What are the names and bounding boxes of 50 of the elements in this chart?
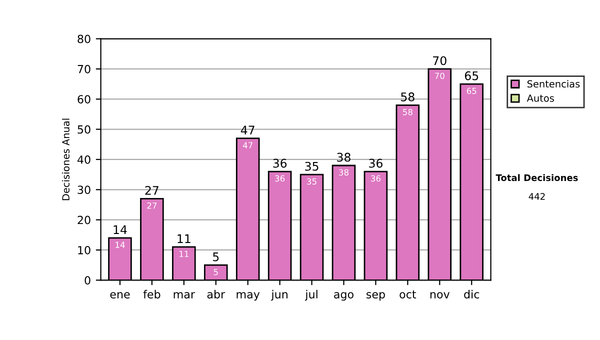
x-tick-label: ene bbox=[110, 292, 130, 298]
total-label: 14 bbox=[114, 225, 127, 234]
data-label: 38 bbox=[339, 169, 348, 176]
x-tick-label: sep bbox=[366, 292, 385, 301]
y-tick-label: 80 bbox=[78, 34, 90, 44]
y-tick-label: 60 bbox=[78, 95, 90, 104]
data-label: 58 bbox=[403, 108, 412, 116]
y-tick-label: 20 bbox=[78, 216, 90, 224]
x-tick-label: dic bbox=[464, 290, 480, 298]
data-label: 36 bbox=[275, 175, 285, 182]
total-label: 36 bbox=[369, 158, 382, 168]
data-label: 47 bbox=[242, 142, 252, 148]
data-label: 11 bbox=[180, 250, 188, 257]
y-tick-label: 70 bbox=[78, 64, 90, 74]
x-tick-label: feb bbox=[143, 290, 160, 298]
x-tick-label: oct bbox=[400, 290, 416, 298]
x-tick-label: ago bbox=[334, 292, 354, 301]
x-tick-label: jul bbox=[304, 290, 318, 301]
text: 442 bbox=[528, 192, 545, 200]
y-tick-label: 50 bbox=[78, 125, 90, 134]
y-tick-label: 30 bbox=[78, 186, 90, 194]
total-label: 36 bbox=[273, 158, 287, 168]
x-tick-label: mar bbox=[174, 292, 196, 298]
legend-label: Autos bbox=[526, 94, 554, 102]
y-tick-label: 10 bbox=[78, 246, 90, 254]
x-tick-label: jun bbox=[271, 290, 288, 301]
data-label: 65 bbox=[466, 88, 476, 94]
x-tick-label: abr bbox=[207, 290, 226, 298]
data-label: 14 bbox=[116, 242, 125, 248]
total-label: 65 bbox=[464, 71, 478, 80]
text: Total Decisiones bbox=[496, 174, 578, 182]
data-label: 27 bbox=[147, 202, 157, 209]
total-label: 58 bbox=[401, 92, 414, 102]
y-tick-label: 40 bbox=[77, 155, 90, 164]
total-label: 27 bbox=[145, 186, 158, 195]
y-tick-label: 0 bbox=[84, 276, 90, 285]
data-label: 36 bbox=[371, 175, 380, 182]
x-tick-label: nov bbox=[430, 292, 450, 298]
legend-label: Sentencias bbox=[527, 80, 580, 88]
total-label: 35 bbox=[305, 162, 318, 171]
x-tick-label: may bbox=[236, 292, 260, 301]
total-label: 11 bbox=[178, 234, 190, 244]
total-label: 70 bbox=[433, 56, 446, 66]
y-axis-title: Decisiones Anual bbox=[62, 118, 70, 200]
total-label: 38 bbox=[337, 152, 350, 162]
data-label: 5 bbox=[214, 268, 218, 276]
data-label: 35 bbox=[307, 178, 316, 185]
total-label: 5 bbox=[213, 252, 219, 262]
data-label: 70 bbox=[435, 72, 444, 80]
total-label: 47 bbox=[240, 126, 254, 134]
